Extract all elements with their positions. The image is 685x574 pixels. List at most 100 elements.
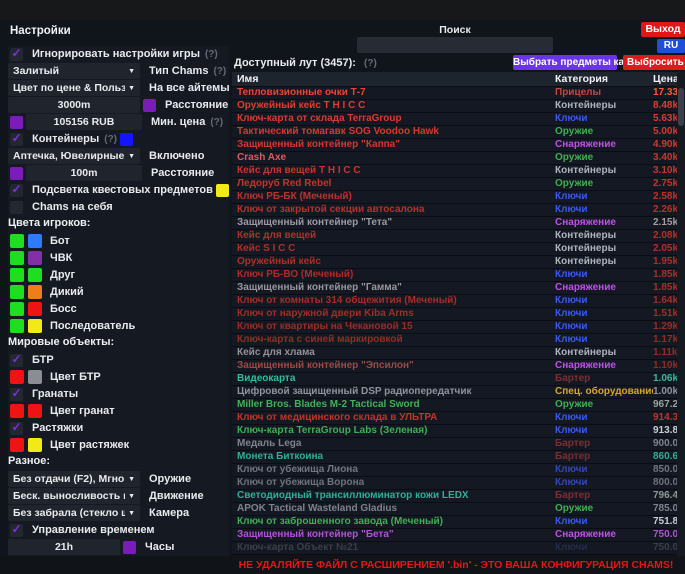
color-swatch[interactable] xyxy=(28,319,42,333)
drop-all-button[interactable]: Выбросить все xyxy=(623,55,685,70)
table-row[interactable]: Тактический томагавк SOG Voodoo Hawk Ору… xyxy=(232,126,678,139)
table-row[interactable]: Защищенный контейнер "Бета" Снаряжение 7… xyxy=(232,529,678,542)
color-swatch[interactable] xyxy=(28,438,42,452)
item-category: Ключи xyxy=(555,269,588,280)
help-icon[interactable]: (?) xyxy=(210,116,224,128)
color-swatch[interactable] xyxy=(10,319,24,333)
min-price-input[interactable]: 105156 RUB xyxy=(26,114,142,130)
color-swatch[interactable] xyxy=(28,404,42,418)
table-row[interactable]: Ключ от убежища Лиона Ключи 850.0k xyxy=(232,464,678,477)
color-swatch[interactable] xyxy=(10,285,24,299)
color-swatch[interactable] xyxy=(10,370,24,384)
player-color-label: Дикий xyxy=(50,286,84,298)
chams-type-select[interactable]: Залитый ▼ xyxy=(8,63,140,79)
containers-distance-input[interactable]: 100m xyxy=(26,165,142,181)
quest-items-label: Подсветка квестовых предметов xyxy=(32,184,213,196)
table-row[interactable]: Ключ от наружной двери Kiba Arms Ключи 1… xyxy=(232,308,678,321)
table-row[interactable]: Ключ-карта с синей маркировкой Ключи 1.1… xyxy=(232,334,678,347)
table-row[interactable]: Тепловизионные очки Т-7 Прицелы 17.33kk xyxy=(232,87,678,100)
help-icon[interactable]: (?) xyxy=(364,58,377,69)
color-swatch[interactable] xyxy=(28,234,42,248)
weapon-select[interactable]: Без отдачи (F2), Мгновенное п ▼ xyxy=(8,471,140,487)
containers-distance-color-swatch[interactable] xyxy=(10,166,23,180)
help-icon[interactable]: (?) xyxy=(104,133,118,145)
quest-items-checkbox[interactable]: ✓ xyxy=(10,183,23,197)
color-swatch[interactable] xyxy=(28,268,42,282)
distance-color-swatch[interactable] xyxy=(143,98,156,112)
containers-mode-select[interactable]: Аптечка, Ювелирные и... ▼ xyxy=(8,148,140,164)
table-row[interactable]: Miller Bros. Blades M-2 Tactical Sword О… xyxy=(232,399,678,412)
ignore-game-settings-checkbox[interactable]: ✓ xyxy=(10,47,23,61)
scrollbar-thumb[interactable] xyxy=(678,88,684,126)
column-header-price[interactable]: Цена xyxy=(653,73,679,85)
help-icon[interactable]: (?) xyxy=(204,48,218,60)
window-top-strip xyxy=(0,0,685,20)
table-row[interactable]: Монета Биткоина Бартер 860.6k xyxy=(232,451,678,464)
exit-button[interactable]: Выход xyxy=(641,22,685,37)
color-swatch[interactable] xyxy=(10,438,24,452)
grenades-checkbox[interactable]: ✓ xyxy=(10,387,23,401)
table-row[interactable]: Ключ-карта Объект №21 Ключи 750.0k xyxy=(232,542,678,555)
column-header-category[interactable]: Категория xyxy=(555,73,609,85)
containers-checkbox[interactable]: ✓ xyxy=(10,132,23,146)
table-row[interactable]: Ключ от заброшенного завода (Меченый) Кл… xyxy=(232,516,678,529)
player-colors-title: Цвета игроков: xyxy=(8,217,91,229)
table-row[interactable]: Ключ от убежища Ворона Ключи 800.0k xyxy=(232,477,678,490)
color-swatch[interactable] xyxy=(28,251,42,265)
scrollbar-track[interactable] xyxy=(677,72,685,556)
table-row[interactable]: Ключ РБ-ВО (Меченый) Ключи 1.85kk xyxy=(232,269,678,282)
table-row[interactable]: Видеокарта Бартер 1.06kk xyxy=(232,373,678,386)
table-row[interactable]: Кейс S I C C Контейнеры 2.05kk xyxy=(232,243,678,256)
tripwires-checkbox[interactable]: ✓ xyxy=(10,421,23,435)
color-swatch[interactable] xyxy=(10,302,24,316)
table-row[interactable]: Цифровой защищенный DSP радиопередатчик … xyxy=(232,386,678,399)
hours-input[interactable]: 21h xyxy=(8,539,120,555)
search-input[interactable] xyxy=(357,37,553,53)
language-button[interactable]: RU xyxy=(657,39,685,53)
help-icon[interactable]: (?) xyxy=(213,65,227,77)
table-row[interactable]: Кейс для вещей Контейнеры 2.08kk xyxy=(232,230,678,243)
table-row[interactable]: Светодиодный трансиллюминатор кожи LEDX … xyxy=(232,490,678,503)
color-swatch[interactable] xyxy=(28,370,42,384)
table-row[interactable]: Ключ от комнаты 314 общежития (Меченый) … xyxy=(232,295,678,308)
color-swatch[interactable] xyxy=(28,302,42,316)
table-row[interactable]: Ключ-карта TerraGroup Labs (Зеленая) Клю… xyxy=(232,425,678,438)
min-price-color-swatch[interactable] xyxy=(10,115,23,129)
select-kappa-items-button[interactable]: Выбрать предметы каппа xyxy=(513,55,642,70)
table-row[interactable]: APOK Tactical Wasteland Gladius Оружие 7… xyxy=(232,503,678,516)
quest-items-color-swatch[interactable] xyxy=(215,183,229,197)
table-row[interactable]: Кейс для хлама Контейнеры 1.11kk xyxy=(232,347,678,360)
color-swatch[interactable] xyxy=(10,234,24,248)
tripwires-label: Растяжки xyxy=(32,422,84,434)
color-swatch[interactable] xyxy=(10,251,24,265)
table-row[interactable]: Ключ РБ-БК (Меченый) Ключи 2.58kk xyxy=(232,191,678,204)
table-row[interactable]: Ключ от медицинского склада в УЛЬТРА Клю… xyxy=(232,412,678,425)
camera-select[interactable]: Без забрала (стекло шлема) ▼ xyxy=(8,505,140,521)
distance-input[interactable]: 3000m xyxy=(8,97,140,113)
hours-color-swatch[interactable] xyxy=(123,540,136,554)
table-row[interactable]: Защищенный контейнер "Каппа" Снаряжение … xyxy=(232,139,678,152)
table-row[interactable]: Оружейный кейс Контейнеры 1.95kk xyxy=(232,256,678,269)
movement-select[interactable]: Беск. выносливость и нет уста ▼ xyxy=(8,488,140,504)
table-row[interactable]: Защищенный контейнер "Тета" Снаряжение 2… xyxy=(232,217,678,230)
table-row[interactable]: Оружейный кейс T H I C C Контейнеры 8.48… xyxy=(232,100,678,113)
table-row[interactable]: Ключ от квартиры на Чекановой 15 Ключи 1… xyxy=(232,321,678,334)
table-row[interactable]: Ключ-карта от склада TerraGroup Ключи 5.… xyxy=(232,113,678,126)
all-items-select[interactable]: Цвет по цене & Пользователь ▼ xyxy=(8,80,140,96)
table-row[interactable]: Crash Axe Оружие 3.40kk xyxy=(232,152,678,165)
ignore-game-settings-label: Игнорировать настройки игры xyxy=(32,48,200,60)
containers-color-swatch[interactable] xyxy=(120,132,134,146)
table-row[interactable]: Ключ от закрытой секции автосалона Ключи… xyxy=(232,204,678,217)
table-row[interactable]: Защищенный контейнер "Гамма" Снаряжение … xyxy=(232,282,678,295)
column-header-name[interactable]: Имя xyxy=(237,73,259,85)
table-row[interactable]: Медаль Lega Бартер 900.0k xyxy=(232,438,678,451)
color-swatch[interactable] xyxy=(10,404,24,418)
table-row[interactable]: Ледоруб Red Rebel Оружие 2.75kk xyxy=(232,178,678,191)
self-chams-checkbox[interactable]: ✓ xyxy=(10,200,23,214)
time-control-checkbox[interactable]: ✓ xyxy=(10,523,23,537)
color-swatch[interactable] xyxy=(10,268,24,282)
btr-checkbox[interactable]: ✓ xyxy=(10,353,23,367)
color-swatch[interactable] xyxy=(28,285,42,299)
table-row[interactable]: Кейс для вещей T H I C C Контейнеры 3.10… xyxy=(232,165,678,178)
table-row[interactable]: Защищенный контейнер "Эпсилон" Снаряжени… xyxy=(232,360,678,373)
